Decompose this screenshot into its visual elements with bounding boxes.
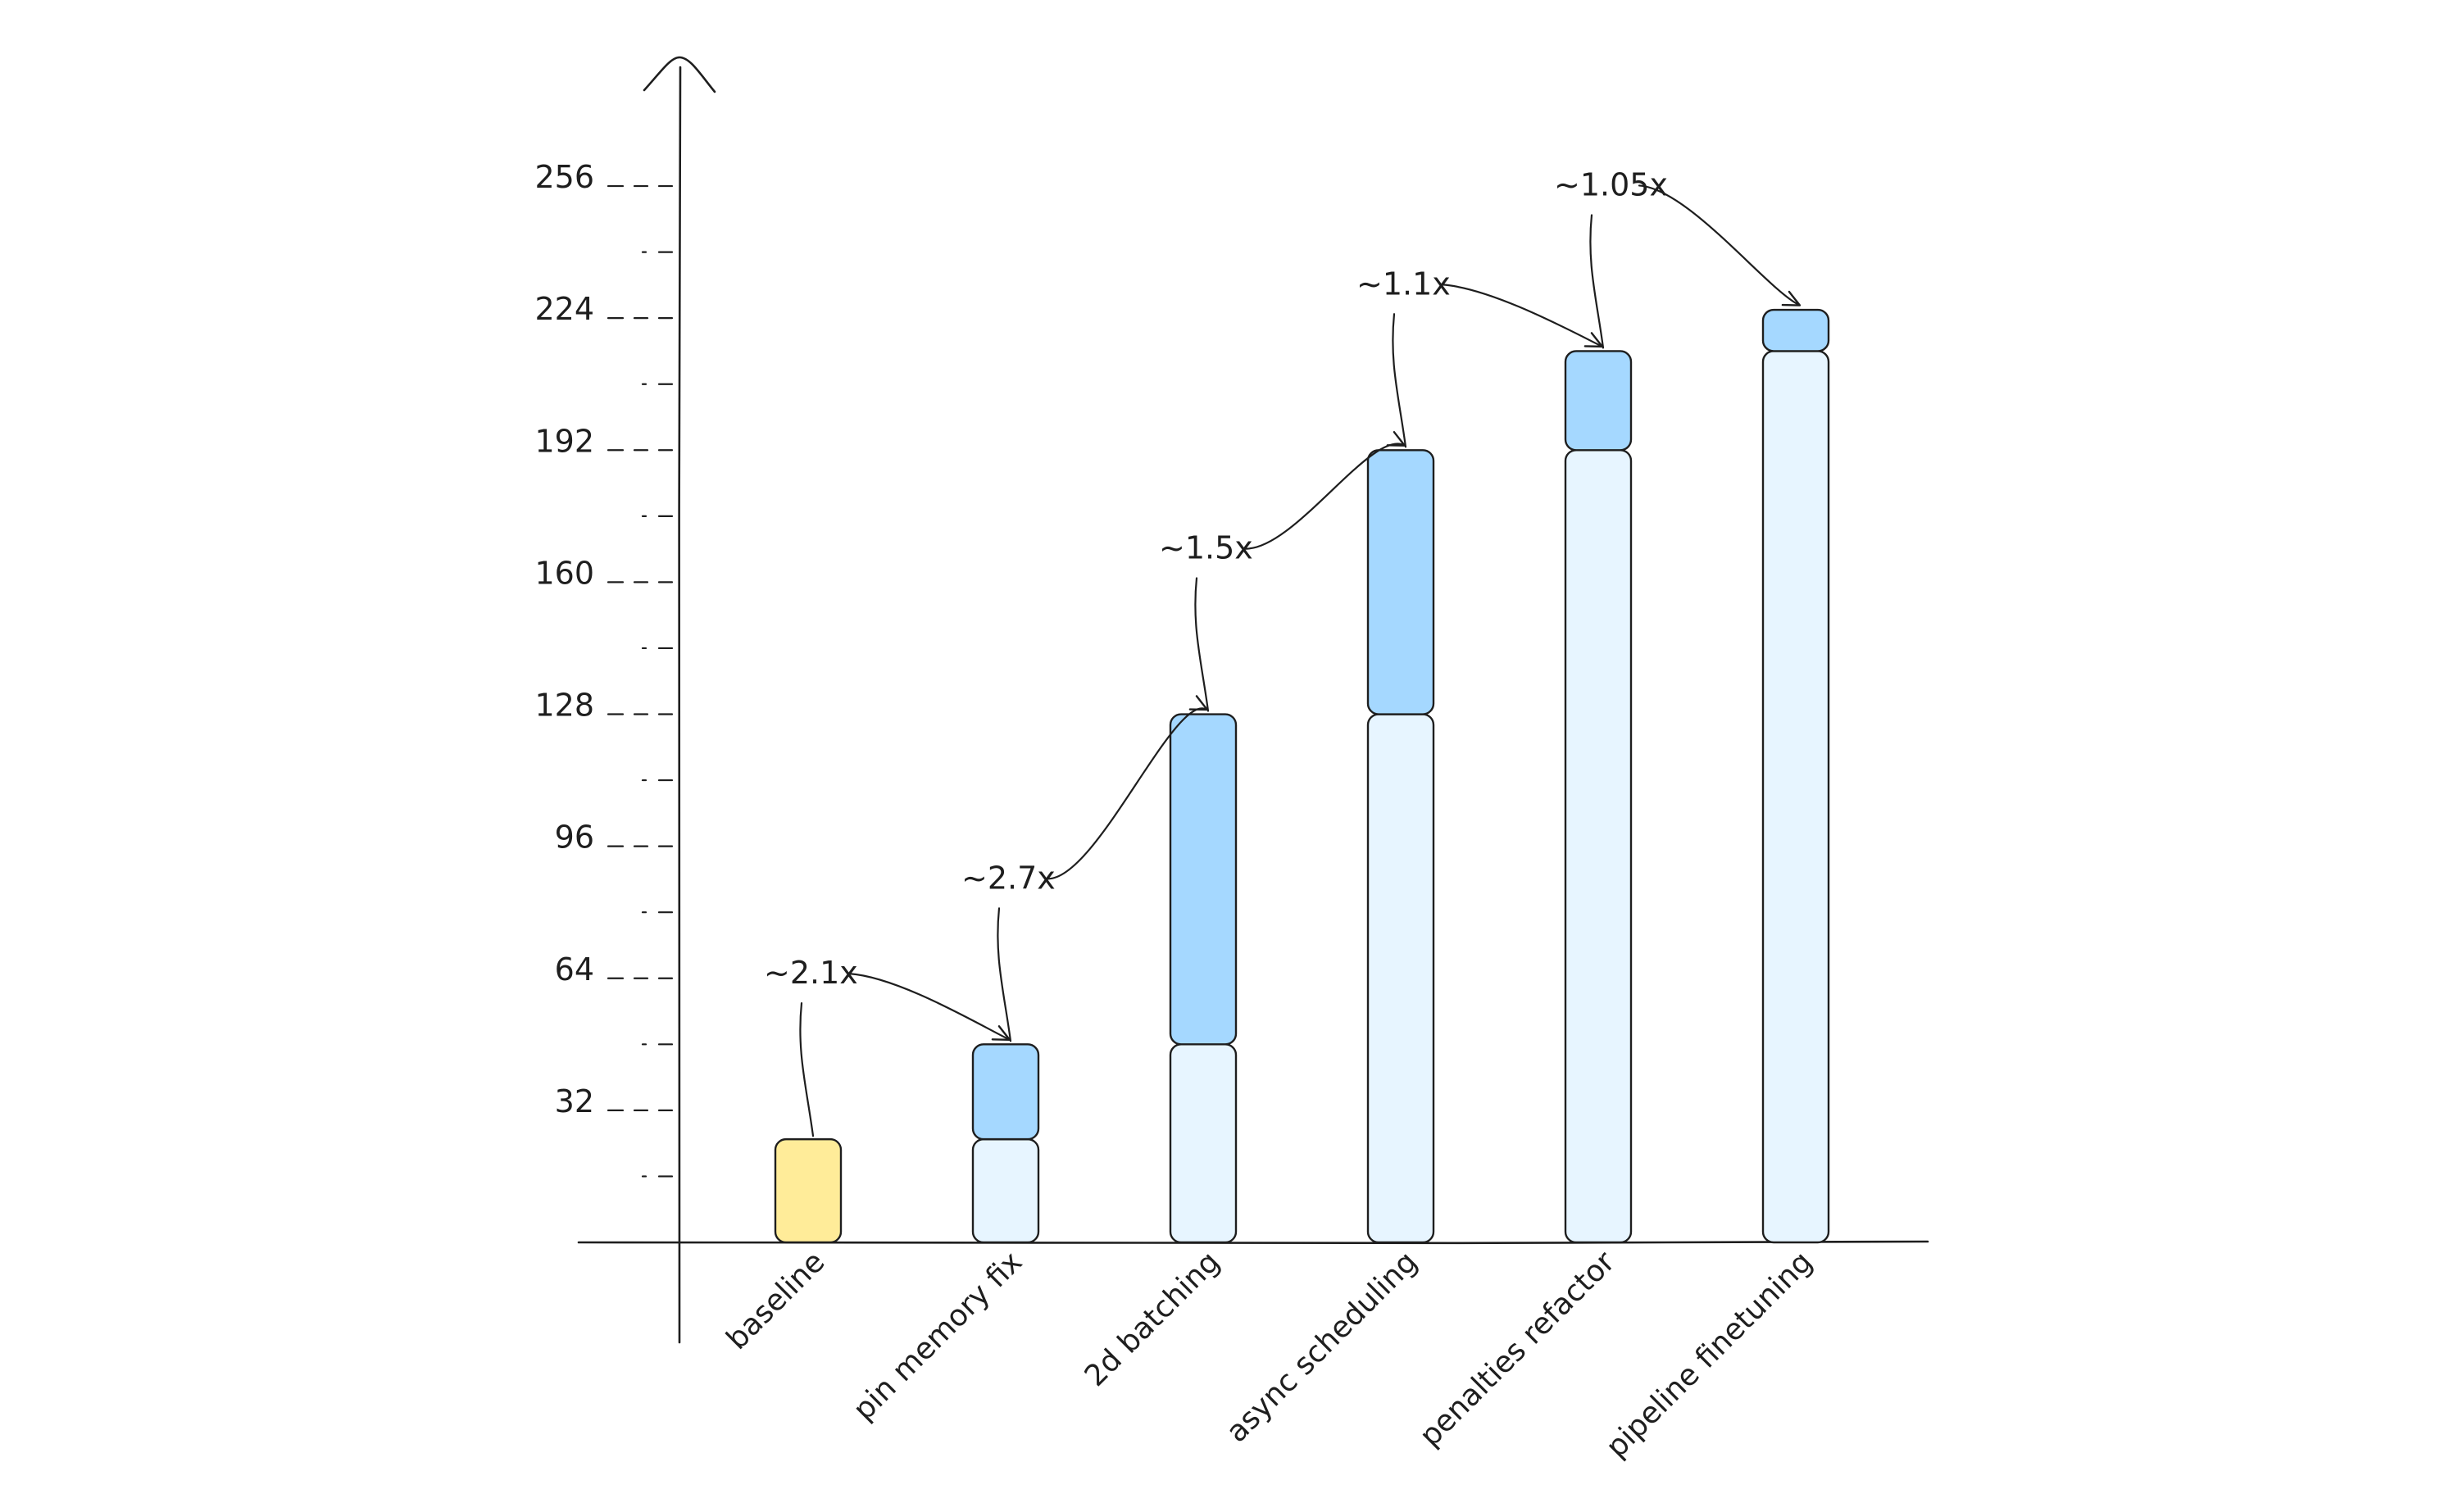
annotation-stem-2: [997, 907, 1012, 1042]
bar-pin-memory-fix-previous: [971, 1137, 1040, 1244]
axes: [577, 56, 1929, 1344]
y-tick-label: 128: [534, 688, 594, 724]
x-tick-label-pin-memory-fix: pin memory fix: [847, 1245, 1029, 1427]
y-tick-label: 224: [534, 291, 594, 327]
bar-pin-memory-fix-gain: [971, 1043, 1040, 1141]
x-tick-label-2d-batching: 2d batching: [1079, 1245, 1227, 1393]
y-tick-label: 64: [555, 951, 594, 988]
y-axis-line: [678, 66, 682, 1344]
annotation-label-5: ~1.05x: [1554, 166, 1668, 202]
annotation-label-2: ~2.7x: [961, 860, 1056, 896]
x-tick-label-async-scheduling: async scheduling: [1220, 1245, 1424, 1449]
bar-penalties-refactor-previous: [1564, 449, 1633, 1244]
x-axis-line: [577, 1240, 1929, 1245]
annotation-label-1: ~2.1x: [764, 955, 858, 991]
y-axis-arrow-icon: [643, 56, 716, 93]
annotation-stem-5: [1589, 214, 1605, 349]
bar-async-scheduling-previous: [1366, 713, 1435, 1244]
bars: [774, 308, 1830, 1244]
annotation-stem-4: [1392, 313, 1407, 448]
x-tick-label-pipeline-finetuning: pipeline finetuning: [1600, 1245, 1820, 1464]
bar-pipeline-finetuning-gain: [1761, 308, 1830, 352]
y-tick-label: 160: [534, 555, 594, 591]
bar-async-scheduling-gain: [1366, 449, 1435, 715]
annotation-label-3: ~1.5x: [1159, 530, 1253, 566]
x-tick-label-penalties-refactor: penalties refactor: [1414, 1245, 1622, 1453]
annotation-stem-1: [799, 1002, 815, 1137]
annotation-arrow-4: [1440, 284, 1604, 348]
x-tick-label-baseline: baseline: [720, 1245, 832, 1356]
annotation-arrow-5: [1638, 184, 1802, 306]
annotation-arrow-1: [847, 973, 1011, 1041]
y-tick-label: 96: [555, 820, 594, 856]
y-tick-label: 192: [534, 423, 594, 459]
y-tick-label: 32: [555, 1083, 594, 1119]
bar-2d-batching-gain: [1169, 713, 1238, 1046]
bar-pipeline-finetuning-previous: [1761, 350, 1830, 1244]
bar-2d-batching-previous: [1169, 1043, 1238, 1244]
annotation-arrow-2: [1045, 695, 1209, 880]
y-tick-label: 256: [534, 159, 594, 195]
annotation-label-4: ~1.1x: [1356, 266, 1451, 302]
y-ticks: 32 64 96 128 160 192 224 256: [534, 159, 674, 1178]
annotation-stem-3: [1194, 577, 1210, 712]
bar-penalties-refactor-gain: [1564, 350, 1633, 452]
annotation-arrow-3: [1243, 431, 1406, 550]
speedup-annotations: ~2.1x ~2.7x ~1.5x ~1.1x ~1.05x: [764, 166, 1802, 1137]
bar-baseline-baseline: [774, 1137, 843, 1244]
